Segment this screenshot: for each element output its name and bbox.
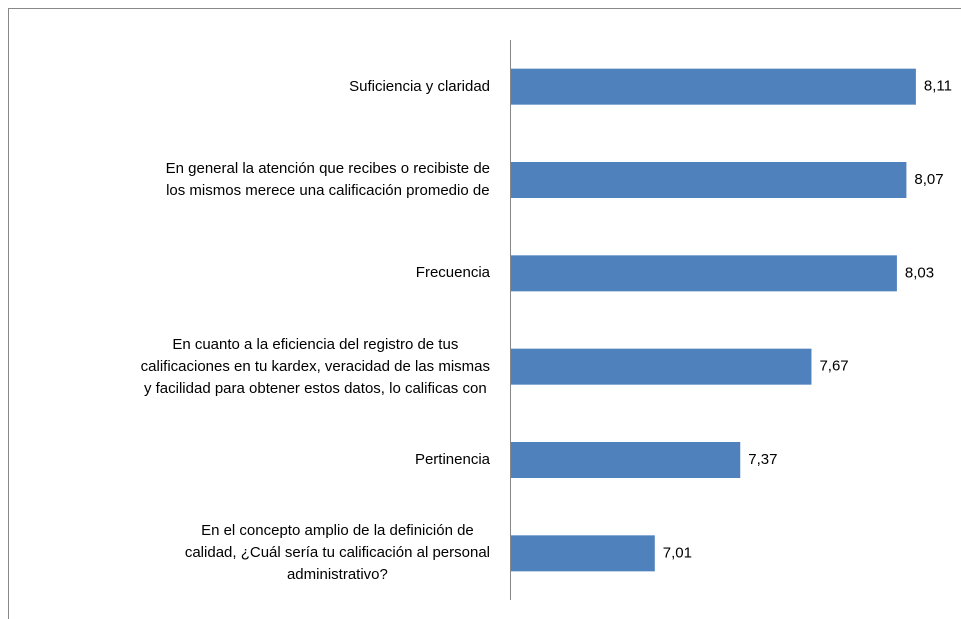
category-label: En cuanto a la eficiencia del registro d… bbox=[140, 335, 490, 397]
bar bbox=[510, 68, 916, 105]
data-label: 7,67 bbox=[819, 358, 848, 375]
bar bbox=[510, 255, 897, 292]
bar bbox=[510, 535, 655, 572]
data-label: 8,11 bbox=[924, 78, 952, 95]
category-label: Suficiencia y claridad bbox=[349, 77, 490, 95]
data-label: 8,07 bbox=[914, 171, 943, 188]
bar bbox=[510, 162, 907, 198]
data-label: 7,37 bbox=[748, 451, 777, 468]
bar bbox=[510, 442, 741, 478]
data-label: 7,01 bbox=[663, 544, 692, 561]
category-label: En general la atención que recibes o rec… bbox=[165, 160, 490, 199]
category-label: Pertinencia bbox=[414, 451, 490, 468]
data-label: 8,03 bbox=[905, 264, 934, 281]
category-label: En el concepto amplio de la definición d… bbox=[184, 522, 490, 584]
bar bbox=[510, 348, 812, 385]
category-label: Frecuencia bbox=[415, 264, 490, 282]
